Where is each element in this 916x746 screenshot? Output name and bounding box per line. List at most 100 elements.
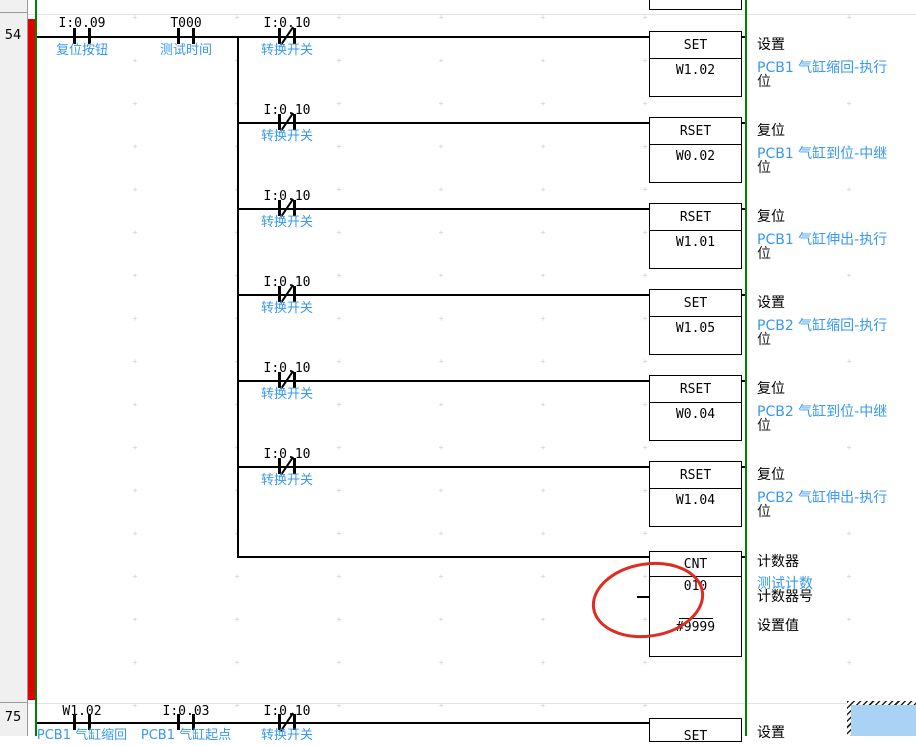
instruction-operand[interactable]: W1.02 — [675, 63, 716, 78]
rung75-power-line — [37, 722, 649, 724]
rung54-branch-line — [237, 380, 649, 382]
instruction-operand[interactable]: W1.05 — [675, 321, 716, 336]
bus-connector — [742, 294, 747, 296]
selected-cell-fill — [851, 705, 916, 736]
rung54-counter-line — [237, 556, 649, 558]
contact-no[interactable] — [177, 28, 195, 44]
contact-nc[interactable] — [278, 712, 296, 732]
partial-instruction-box — [649, 0, 742, 10]
operand-comment-wrap: 位 — [757, 160, 771, 176]
selected-cell[interactable] — [847, 701, 916, 736]
contact-comment: 转换开关 — [260, 728, 314, 743]
counter-number-comment: 测试计数 — [757, 576, 813, 592]
instruction-box-set[interactable]: SET — [649, 718, 742, 744]
contact-no[interactable] — [73, 714, 91, 730]
operand-comment-wrap: 位 — [757, 332, 771, 348]
instruction-mnemonic: SET — [683, 729, 708, 744]
instruction-title: 复位 — [757, 123, 785, 139]
counter-value-label: 设置值 — [757, 618, 799, 634]
contact-no[interactable] — [73, 28, 91, 44]
operand-comment-wrap: 位 — [757, 418, 771, 434]
instruction-box-rset[interactable]: RSET W1.04 — [649, 461, 742, 527]
rung54-branch-line — [237, 466, 649, 468]
counter-number-label: 计数器号 — [757, 589, 813, 605]
rung54-branch-line — [237, 122, 649, 124]
contact-comment: 转换开关 — [260, 43, 314, 58]
counter-reset-stub — [637, 596, 649, 598]
instruction-title: 设置 — [757, 37, 785, 53]
bus-connector — [742, 380, 747, 382]
right-power-rail — [745, 0, 747, 736]
rung-separator — [28, 14, 916, 15]
contact-comment: 转换开关 — [260, 387, 314, 402]
contact-nc[interactable] — [278, 370, 296, 390]
instruction-box-set[interactable]: SET W1.05 — [649, 289, 742, 355]
contact-no[interactable] — [177, 714, 195, 730]
margin-cell-border — [0, 12, 28, 13]
contact-address[interactable]: T000 — [170, 16, 202, 31]
instruction-mnemonic: SET — [650, 290, 741, 317]
instruction-box-rset[interactable]: RSET W1.01 — [649, 203, 742, 269]
operand-comment: PCB2 气缸伸出-执行 — [757, 490, 888, 506]
contact-comment: 转换开关 — [260, 301, 314, 316]
contact-comment: 转换开关 — [260, 473, 314, 488]
contact-nc[interactable] — [278, 26, 296, 46]
instruction-title: 设置 — [757, 295, 785, 311]
contact-comment: 测试时间 — [159, 43, 213, 58]
contact-address[interactable]: I:0.10 — [263, 189, 311, 204]
instruction-mnemonic: RSET — [650, 462, 741, 489]
contact-nc[interactable] — [278, 198, 296, 218]
contact-address[interactable]: I:0.03 — [162, 704, 210, 719]
contact-address[interactable]: I:0.10 — [263, 16, 311, 31]
contact-comment: PCB1 气缸缩回 — [36, 728, 128, 743]
rung-number-54[interactable]: 54 — [4, 28, 22, 43]
contact-nc[interactable] — [278, 284, 296, 304]
contact-address[interactable]: I:0.10 — [263, 275, 311, 290]
instruction-operand[interactable]: W0.02 — [675, 149, 716, 164]
bus-connector — [742, 208, 747, 210]
rung54-power-line — [37, 36, 649, 38]
instruction-operand[interactable]: W0.04 — [675, 407, 716, 422]
instruction-title: 设置 — [757, 725, 785, 741]
instruction-title: 复位 — [757, 209, 785, 225]
bus-connector — [742, 466, 747, 468]
operand-comment-wrap: 位 — [757, 246, 771, 262]
operand-comment: PCB1 气缸缩回-执行 — [757, 60, 888, 76]
rung54-branch-line — [237, 208, 649, 210]
contact-address[interactable]: I:0.10 — [263, 704, 311, 719]
instruction-title: 计数器 — [757, 554, 799, 570]
contact-address[interactable]: I:0.10 — [263, 361, 311, 376]
contact-address[interactable]: W1.02 — [62, 704, 102, 719]
contact-address[interactable]: I:0.09 — [58, 16, 106, 31]
operand-comment: PCB2 气缸缩回-执行 — [757, 318, 888, 334]
instruction-operand[interactable]: W1.04 — [675, 493, 716, 508]
contact-comment: PCB1 气缸起点 — [140, 728, 232, 743]
instruction-title: 复位 — [757, 381, 785, 397]
margin-cell-border — [0, 702, 28, 703]
instruction-box-rset[interactable]: RSET W0.02 — [649, 117, 742, 183]
instruction-mnemonic: SET — [650, 32, 741, 59]
instruction-operand[interactable]: W1.01 — [675, 235, 716, 250]
instruction-box-set[interactable]: SET W1.02 — [649, 31, 742, 97]
contact-nc[interactable] — [278, 456, 296, 476]
rung-number-75[interactable]: 75 — [4, 710, 22, 725]
bus-connector — [742, 122, 747, 124]
rung-separator — [28, 703, 847, 704]
contact-comment: 转换开关 — [260, 129, 314, 144]
rung54-branch-line — [237, 294, 649, 296]
contact-comment: 转换开关 — [260, 215, 314, 230]
rung-number-margin — [0, 0, 28, 736]
rung54-branch-rail — [237, 36, 239, 558]
instruction-mnemonic: RSET — [650, 376, 741, 403]
contact-address[interactable]: I:0.10 — [263, 447, 311, 462]
contact-address[interactable]: I:0.10 — [263, 103, 311, 118]
rung-cursor-bar — [28, 19, 35, 700]
instruction-box-rset[interactable]: RSET W0.04 — [649, 375, 742, 441]
left-power-rail — [35, 0, 37, 736]
contact-nc[interactable] — [278, 112, 296, 132]
operand-comment-wrap: 位 — [757, 504, 771, 520]
bus-connector — [742, 556, 747, 558]
operand-comment: PCB1 气缸到位-中继 — [757, 146, 888, 162]
bus-connector — [742, 36, 747, 38]
red-circle-annotation — [591, 561, 705, 639]
